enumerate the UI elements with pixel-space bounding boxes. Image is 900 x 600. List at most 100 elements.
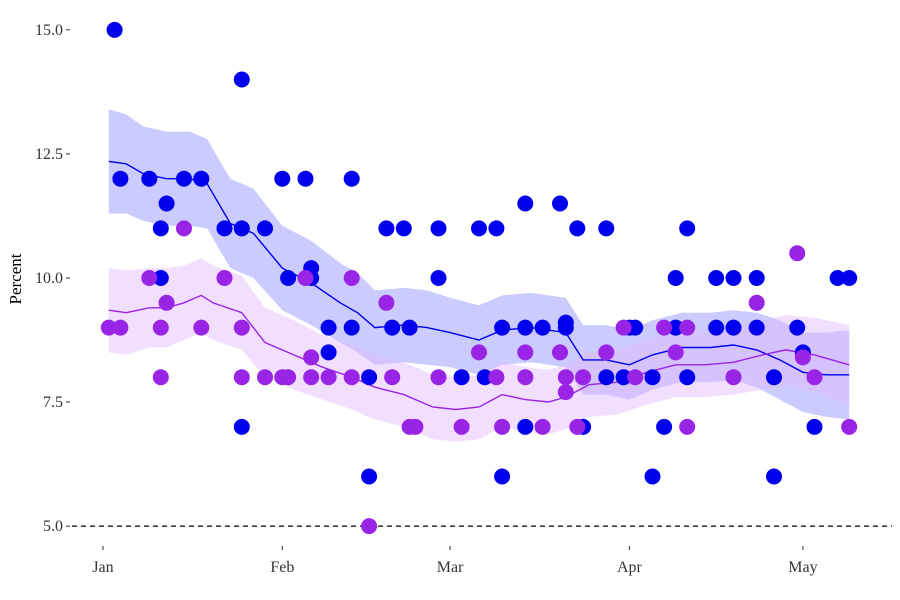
data-point-1 <box>627 369 644 386</box>
data-point-1 <box>343 369 360 386</box>
data-point-0 <box>106 21 123 38</box>
data-point-0 <box>384 319 401 336</box>
data-point-0 <box>430 270 447 286</box>
x-axis: Jan Feb Mar Apr May <box>92 546 818 576</box>
data-point-1 <box>100 319 117 336</box>
data-point-1 <box>303 369 320 386</box>
data-point-1 <box>303 349 320 366</box>
data-point-1 <box>656 319 673 336</box>
x-tick-label: Mar <box>437 559 464 576</box>
data-point-1 <box>233 319 250 336</box>
data-point-0 <box>766 369 782 386</box>
data-point-1 <box>569 418 586 435</box>
data-point-0 <box>112 170 129 187</box>
data-point-0 <box>430 220 447 237</box>
data-point-0 <box>748 319 765 336</box>
data-point-0 <box>343 170 360 187</box>
data-points <box>100 21 858 535</box>
data-point-0 <box>158 195 175 212</box>
data-point-1 <box>216 270 233 286</box>
data-point-1 <box>679 418 696 435</box>
data-point-1 <box>517 369 534 386</box>
data-point-0 <box>361 468 378 485</box>
data-point-0 <box>667 319 684 336</box>
data-point-1 <box>343 270 360 286</box>
data-point-0 <box>476 369 493 386</box>
data-point-1 <box>152 319 169 336</box>
data-point-0 <box>176 170 192 187</box>
data-point-1 <box>280 369 297 386</box>
data-point-1 <box>233 369 250 386</box>
data-point-1 <box>453 418 470 435</box>
data-point-0 <box>667 270 684 286</box>
data-point-1 <box>297 270 314 286</box>
data-point-0 <box>320 344 337 361</box>
data-point-0 <box>627 319 644 336</box>
data-point-0 <box>598 220 615 237</box>
data-point-1 <box>152 369 169 386</box>
trend-line-1 <box>108 294 850 411</box>
y-tick-label: 15.0 <box>35 22 63 39</box>
data-point-1 <box>141 270 158 286</box>
data-point-0 <box>748 270 765 286</box>
data-point-1 <box>557 384 574 401</box>
data-point-0 <box>152 220 169 237</box>
data-point-0 <box>841 270 858 286</box>
data-point-1 <box>517 344 534 361</box>
data-point-0 <box>517 319 534 336</box>
data-point-0 <box>644 369 661 386</box>
data-point-0 <box>274 170 291 187</box>
data-point-1 <box>430 369 447 386</box>
y-axis-title: Percent <box>6 253 25 304</box>
data-point-0 <box>708 319 725 336</box>
data-point-1 <box>320 369 337 386</box>
data-point-0 <box>552 195 568 212</box>
data-point-0 <box>644 468 661 485</box>
x-tick-label: Feb <box>270 559 294 576</box>
data-point-1 <box>679 319 696 336</box>
y-axis: 5.0 7.5 10.0 12.5 15.0 <box>35 22 70 535</box>
data-point-0 <box>395 220 412 237</box>
data-point-0 <box>471 220 487 237</box>
y-tick-label: 12.5 <box>35 146 63 163</box>
x-tick-label: Jan <box>92 559 113 576</box>
data-point-0 <box>615 369 632 386</box>
data-point-0 <box>494 319 511 336</box>
data-point-0 <box>656 418 673 435</box>
data-point-0 <box>193 170 210 187</box>
x-tick-label: May <box>788 559 817 576</box>
data-point-1 <box>534 418 551 435</box>
data-point-0 <box>829 270 846 286</box>
data-point-0 <box>557 314 574 331</box>
data-point-0 <box>233 220 250 237</box>
data-point-1 <box>667 344 684 361</box>
data-point-1 <box>471 344 487 361</box>
y-tick-label: 5.0 <box>43 518 63 535</box>
confidence-bands <box>108 109 850 442</box>
data-point-0 <box>725 319 742 336</box>
data-point-0 <box>488 220 505 237</box>
data-point-0 <box>679 220 696 237</box>
data-point-0 <box>233 71 250 88</box>
data-point-1 <box>725 369 742 386</box>
data-point-0 <box>361 369 378 386</box>
data-point-1 <box>488 369 505 386</box>
data-point-1 <box>158 294 175 311</box>
data-point-1 <box>575 369 592 386</box>
data-point-0 <box>152 270 169 286</box>
data-point-1 <box>794 349 811 366</box>
trend-line-0 <box>108 160 850 376</box>
data-point-1 <box>112 319 129 336</box>
data-point-0 <box>233 418 250 435</box>
data-point-0 <box>494 468 511 485</box>
y-tick-label: 10.0 <box>35 270 63 287</box>
data-point-1 <box>407 418 424 435</box>
data-point-1 <box>598 344 615 361</box>
confidence-band-0 <box>108 109 850 420</box>
data-point-0 <box>141 170 158 187</box>
data-point-0 <box>378 220 395 237</box>
data-point-0 <box>789 319 806 336</box>
data-point-0 <box>766 468 782 485</box>
trend-lines <box>108 160 850 411</box>
